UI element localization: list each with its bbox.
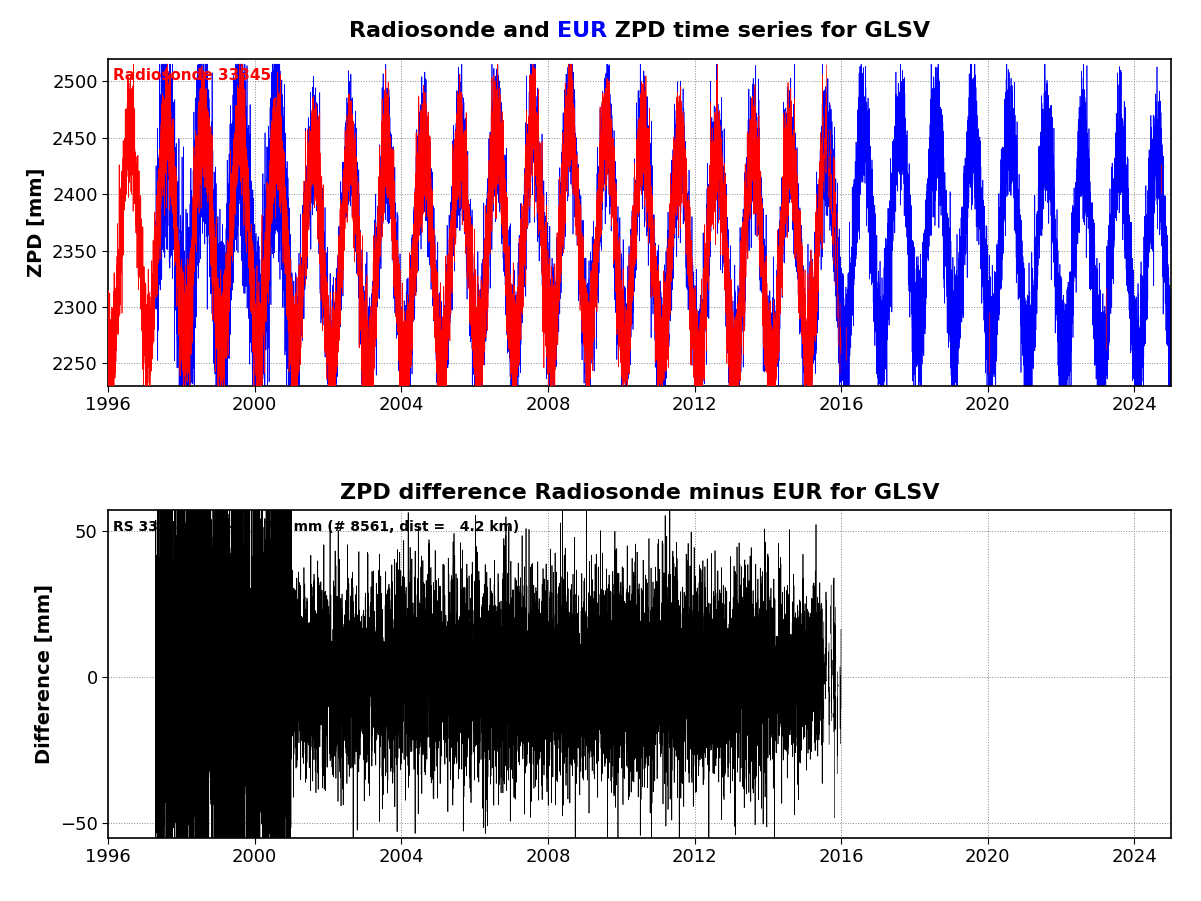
Y-axis label: Difference [mm]: Difference [mm]	[35, 584, 54, 764]
Text: Radiosonde 33345: Radiosonde 33345	[113, 68, 271, 84]
Text: Radiosonde and: Radiosonde and	[348, 21, 557, 41]
Title: ZPD difference Radiosonde minus EUR for GLSV: ZPD difference Radiosonde minus EUR for …	[340, 483, 939, 504]
Y-axis label: ZPD [mm]: ZPD [mm]	[28, 168, 47, 277]
Text: EUR: EUR	[557, 21, 608, 41]
Text: RS 33345 -0.0 +/- 17.5 mm (# 8561, dist =   4.2 km): RS 33345 -0.0 +/- 17.5 mm (# 8561, dist …	[113, 520, 520, 534]
Text: ZPD time series for GLSV: ZPD time series for GLSV	[608, 21, 931, 41]
